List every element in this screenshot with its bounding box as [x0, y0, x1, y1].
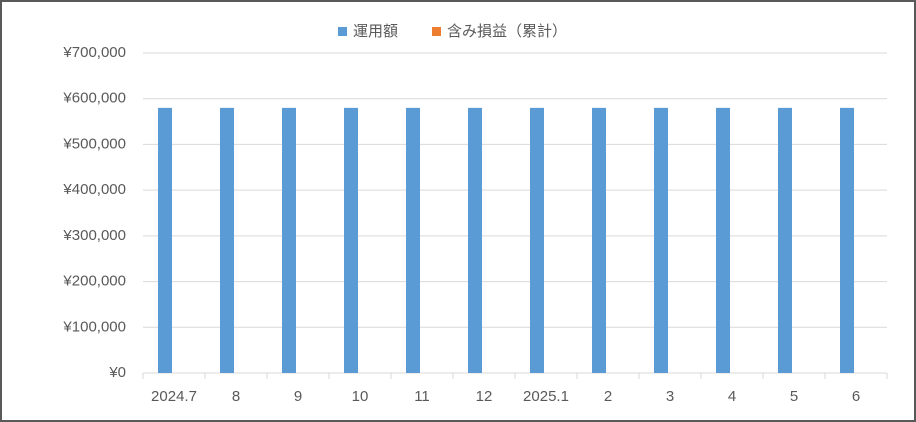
bar: [344, 107, 358, 373]
x-tick-label: 6: [852, 388, 860, 405]
legend-swatch: [338, 27, 347, 36]
x-tick-label: 5: [790, 388, 798, 405]
x-tick-label: 4: [728, 388, 736, 405]
x-tick-label: 2: [604, 388, 612, 405]
y-tick-label: ¥600,000: [62, 90, 126, 107]
bar: [530, 107, 544, 373]
y-tick-label: ¥200,000: [62, 273, 126, 290]
bar: [468, 107, 482, 373]
y-tick-label: ¥500,000: [62, 135, 126, 152]
bar: [840, 107, 854, 373]
bar: [778, 107, 792, 373]
bar: [716, 107, 730, 373]
legend-label: 含み損益（累計）: [447, 23, 567, 40]
bar: [406, 107, 420, 373]
x-tick-label: 2025.1: [523, 388, 569, 405]
x-tick-label: 12: [476, 388, 493, 405]
legend-label: 運用額: [353, 23, 398, 40]
bar: [654, 107, 668, 373]
x-tick-label: 10: [352, 388, 369, 405]
legend-swatch: [432, 27, 441, 36]
x-tick-label: 3: [666, 388, 674, 405]
y-tick-label: ¥700,000: [62, 44, 126, 61]
x-tick-label: 9: [294, 388, 302, 405]
y-tick-label: ¥0: [108, 364, 126, 381]
y-tick-label: ¥300,000: [62, 227, 126, 244]
bar: [158, 107, 172, 373]
bar: [282, 107, 296, 373]
y-tick-label: ¥100,000: [62, 318, 126, 335]
x-tick-label: 8: [232, 388, 240, 405]
bar: [220, 107, 234, 373]
bar: [592, 107, 606, 373]
x-tick-label: 2024.7: [151, 388, 197, 405]
y-tick-label: ¥400,000: [62, 181, 126, 198]
x-tick-label: 11: [414, 388, 430, 405]
